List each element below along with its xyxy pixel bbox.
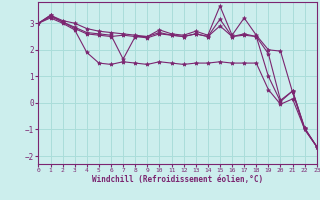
X-axis label: Windchill (Refroidissement éolien,°C): Windchill (Refroidissement éolien,°C) — [92, 175, 263, 184]
